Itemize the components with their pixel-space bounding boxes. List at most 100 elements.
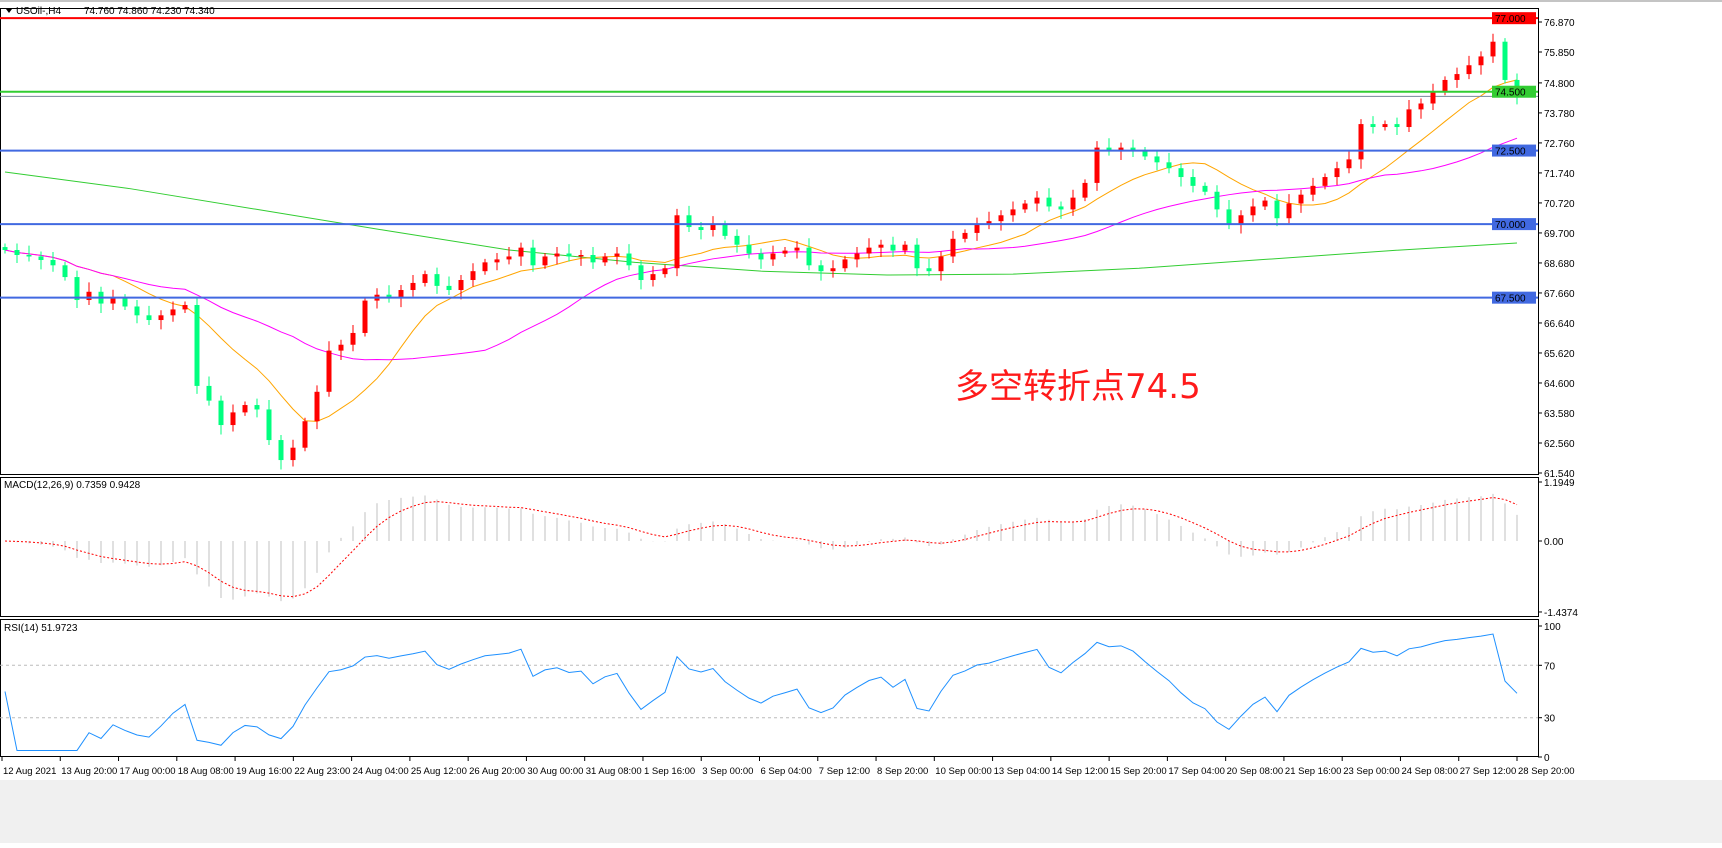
candle-body xyxy=(1418,103,1424,110)
candle-body xyxy=(158,315,164,321)
candle-body xyxy=(950,238,956,257)
price-tick-label: 70.720 xyxy=(1544,199,1575,210)
candle-body xyxy=(1346,159,1352,169)
level-tag xyxy=(1492,218,1536,231)
level-label: 72.500 xyxy=(1495,147,1526,158)
price-panel[interactable]: 76.870 75.850 74.800 73.780 72.760 71.740 70.7… xyxy=(0,8,1575,481)
macd-tick-label: 1.1949 xyxy=(1544,478,1575,489)
candle-body xyxy=(710,224,716,230)
candle-body xyxy=(1142,150,1148,157)
level-tag xyxy=(1492,12,1536,25)
macd-panel[interactable]: 1.1949 0.00 -1.4374 xyxy=(0,477,1579,619)
candle-body xyxy=(1154,156,1160,163)
level-label: 70.000 xyxy=(1495,220,1526,231)
candle-body xyxy=(26,255,32,257)
candle-body xyxy=(290,447,296,461)
candle-body xyxy=(482,262,488,272)
candle-body xyxy=(638,265,644,281)
ma-slow-line xyxy=(4,171,1518,276)
symbol-label: USOil-,H4 xyxy=(16,6,61,17)
candle-body xyxy=(266,409,272,441)
candle-body xyxy=(1454,74,1460,80)
candle-body xyxy=(1190,177,1196,186)
candle-body xyxy=(818,265,824,272)
time-tick-label: 17 Aug 00:00 xyxy=(120,766,176,777)
candle-body xyxy=(890,244,896,251)
time-tick-label: 10 Sep 00:00 xyxy=(935,766,992,777)
time-tick-label: 17 Sep 04:00 xyxy=(1168,766,1225,777)
candle-body xyxy=(1094,147,1100,183)
candle-body xyxy=(1238,215,1244,225)
candle-body xyxy=(470,271,476,281)
time-tick-label: 19 Aug 16:00 xyxy=(236,766,292,777)
candle-body xyxy=(998,215,1004,222)
candle-body xyxy=(182,305,188,310)
dropdown-triangle-icon[interactable] xyxy=(6,9,12,13)
price-tick-label: 74.800 xyxy=(1544,79,1575,90)
candle-body xyxy=(1082,182,1088,198)
rsi-panel[interactable]: 100 70 30 0 xyxy=(0,619,1561,765)
candle-body xyxy=(1382,124,1388,128)
candle-body xyxy=(110,297,116,304)
status-area xyxy=(0,780,1722,843)
candle-body xyxy=(326,350,332,392)
candle-body xyxy=(1466,65,1472,75)
time-tick-label: 24 Aug 04:00 xyxy=(353,766,409,777)
rsi-tick-label: 70 xyxy=(1544,661,1556,672)
candle-body xyxy=(446,285,452,291)
time-tick-label: 15 Sep 20:00 xyxy=(1110,766,1167,777)
macd-signal-line xyxy=(4,497,1518,598)
candle-body xyxy=(1118,147,1124,151)
candle-body xyxy=(1442,79,1448,92)
macd-tick-label: -1.4374 xyxy=(1544,608,1578,619)
candle-body xyxy=(1502,41,1508,80)
level-tag xyxy=(1492,291,1536,304)
candle-body xyxy=(782,250,788,254)
candle-body xyxy=(1166,162,1172,169)
candle-body xyxy=(674,215,680,269)
candle-body xyxy=(1214,191,1220,210)
time-tick-label: 12 Aug 2021 xyxy=(3,766,56,777)
candle-body xyxy=(1334,168,1340,178)
candle-body xyxy=(758,253,764,260)
candle-body xyxy=(1046,197,1052,207)
time-tick-label: 3 Sep 00:00 xyxy=(702,766,753,777)
candle-body xyxy=(458,280,464,291)
candle-body xyxy=(206,385,212,401)
candle-body xyxy=(554,253,560,257)
time-axis: 12 Aug 2021 13 Aug 20:00 17 Aug 00:00 18 Au… xyxy=(1,757,1575,777)
candle-body xyxy=(86,291,92,301)
candle-body xyxy=(170,309,176,316)
ma-fast-line xyxy=(4,79,1518,422)
candle-body xyxy=(434,274,440,286)
candle-body xyxy=(530,247,536,266)
candle-body xyxy=(350,332,356,345)
candle-body xyxy=(1010,209,1016,216)
candle-body xyxy=(14,250,20,256)
macd-panel-frame xyxy=(0,477,1539,617)
candle-body xyxy=(254,405,260,410)
price-tick-label: 68.680 xyxy=(1544,259,1575,270)
time-tick-label: 1 Sep 16:00 xyxy=(644,766,695,777)
candle-body xyxy=(506,256,512,260)
price-tick-label: 65.620 xyxy=(1544,349,1575,360)
price-panel-frame xyxy=(0,8,1539,475)
time-tick-label: 7 Sep 12:00 xyxy=(819,766,870,777)
candle-body xyxy=(146,315,152,321)
candle-body xyxy=(1250,206,1256,216)
price-tick-label: 73.780 xyxy=(1544,109,1575,120)
candle-body xyxy=(1298,194,1304,204)
candle-body xyxy=(1358,124,1364,160)
price-tick-label: 66.640 xyxy=(1544,319,1575,330)
rsi-line xyxy=(4,633,1518,751)
candle-body xyxy=(914,244,920,269)
time-tick-label: 14 Sep 12:00 xyxy=(1052,766,1109,777)
candle-body xyxy=(1226,209,1232,225)
candle-body xyxy=(650,274,656,281)
candle-body xyxy=(734,235,740,245)
rsi-panel-frame xyxy=(0,619,1539,757)
candle-body xyxy=(362,300,368,333)
candle-body xyxy=(218,400,224,426)
candle-body xyxy=(1490,41,1496,57)
